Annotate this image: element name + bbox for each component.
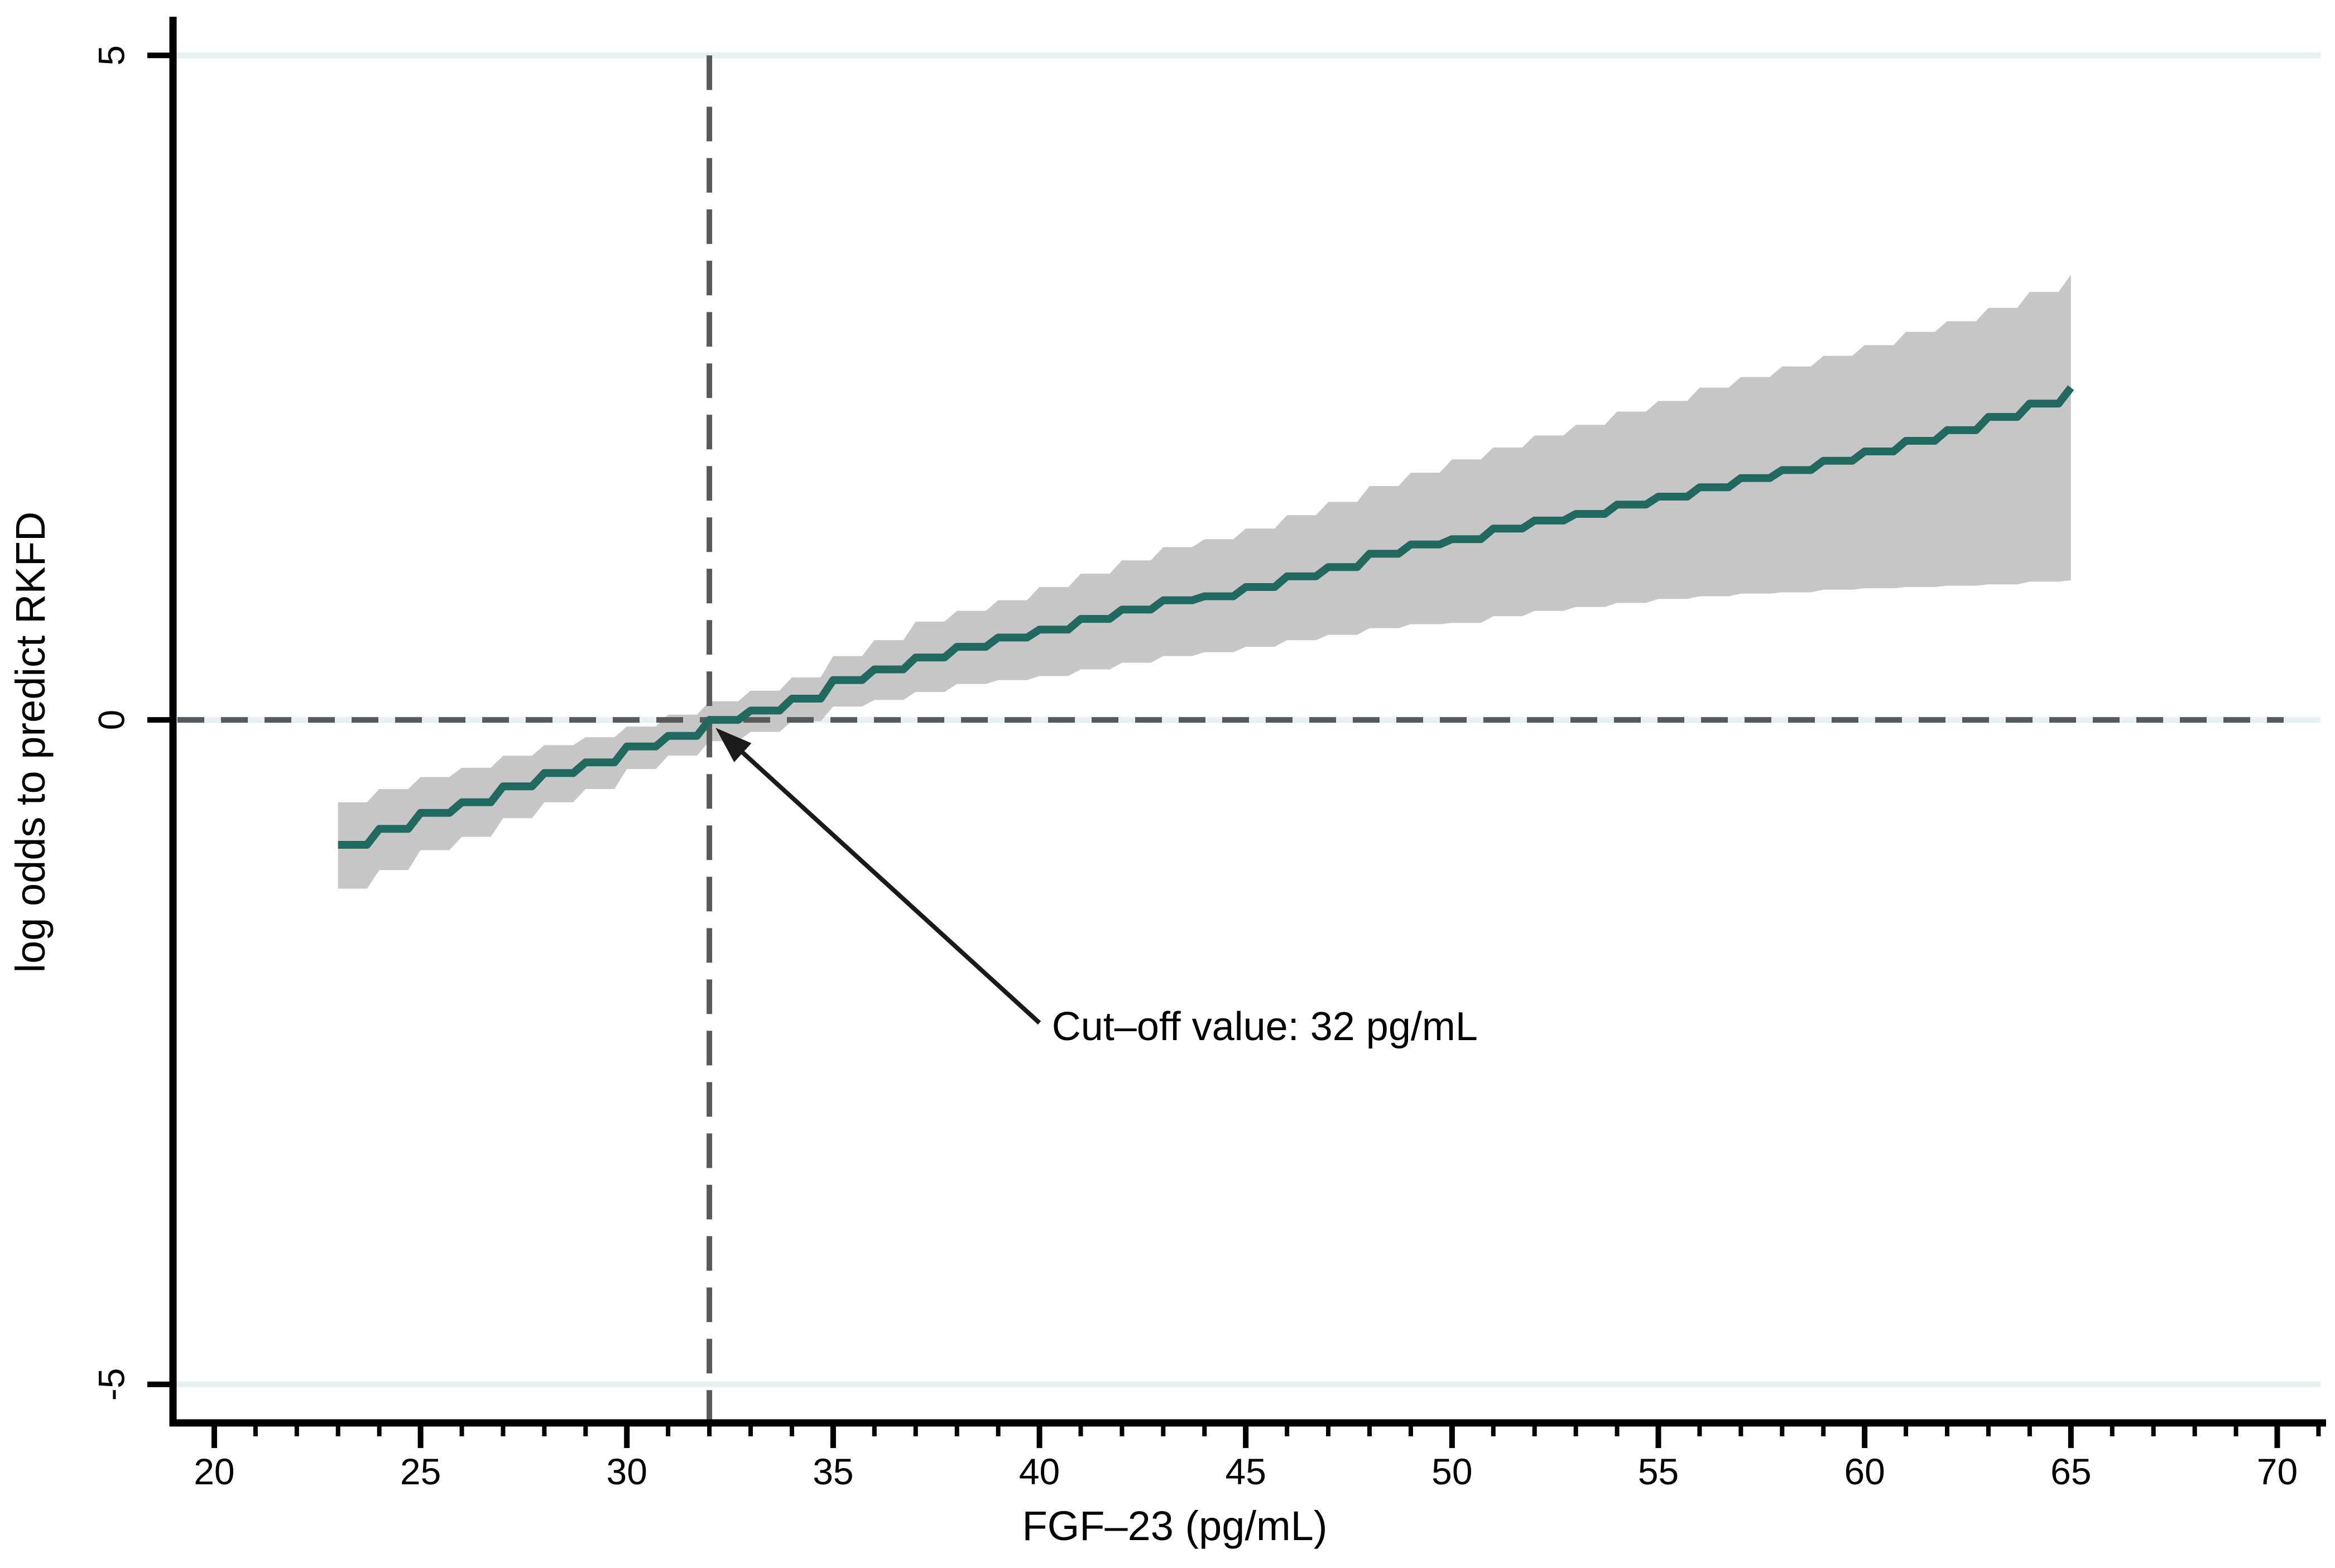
x-tick-label-30: 30 <box>607 1451 647 1492</box>
confidence-band <box>338 275 2071 889</box>
x-tick-label-20: 20 <box>194 1451 234 1492</box>
annotation-layer: Cut–off value: 32 pg/mL <box>715 728 1478 1049</box>
y-tick-label-5: 5 <box>90 45 132 66</box>
reference-line-layer <box>177 55 2284 1423</box>
annotation-arrow-line <box>729 739 1041 1025</box>
x-tick-label-40: 40 <box>1019 1451 1060 1492</box>
x-tick-label-60: 60 <box>1844 1451 1885 1492</box>
x-tick-label-25: 25 <box>400 1451 441 1492</box>
annotation-arrowhead-icon <box>715 728 752 762</box>
x-tick-label-45: 45 <box>1226 1451 1266 1492</box>
x-tick-label-55: 55 <box>1638 1451 1679 1492</box>
logodds-step-line <box>338 385 2074 849</box>
y-tick-label-0: 0 <box>90 710 132 730</box>
x-tick-label-50: 50 <box>1431 1451 1472 1492</box>
y-tick-label--5: -5 <box>90 1368 132 1401</box>
x-tick-label-65: 65 <box>2050 1451 2091 1492</box>
x-tick-label-35: 35 <box>813 1451 853 1492</box>
cutoff-annotation-label: Cut–off value: 32 pg/mL <box>1052 1004 1478 1049</box>
x-axis-title: FGF–23 (pg/mL) <box>1022 1503 1328 1549</box>
series-line-layer <box>338 385 2074 849</box>
y-axis-title: log odds to predict RKFD <box>7 512 54 973</box>
x-tick-label-70: 70 <box>2257 1451 2298 1492</box>
confidence-band-layer <box>338 275 2071 889</box>
axes-layer: -5 0 5 20 25 30 35 40 45 50 55 60 65 70 FGF–23 (pg/mL)… <box>7 17 2326 1549</box>
